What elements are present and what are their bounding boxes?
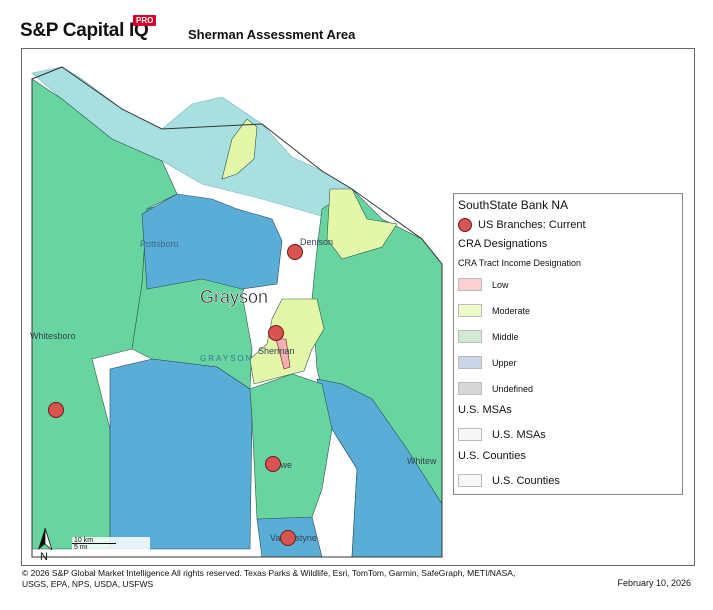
map-canvas[interactable]: Denison Sherman Howe Van Alstyne Whitesb…: [22, 49, 694, 565]
legend-item-upper: Upper: [458, 356, 517, 369]
scale-km: 10 km: [74, 537, 94, 544]
report-date: February 10, 2026: [617, 578, 691, 588]
north-arrow-icon: [38, 528, 53, 550]
tract-low-sherman: [275, 338, 291, 370]
attribution-line-2: USGS, EPA, NPS, USDA, USFWS: [22, 579, 154, 589]
legend-msa-label: U.S. MSAs: [492, 428, 546, 441]
legend-swatch: [458, 304, 482, 317]
tract-upper-south: [109, 358, 253, 550]
legend-item-label: Undefined: [492, 383, 534, 394]
legend-title: SouthState Bank NA: [458, 198, 569, 212]
legend-counties-heading: U.S. Counties: [458, 450, 526, 462]
tract-moderate-north: [221, 118, 258, 180]
legend-branches-label: US Branches: Current: [478, 219, 586, 231]
attribution: © 2026 S&P Global Market Intelligence Al…: [22, 568, 582, 590]
legend-item-moderate: Moderate: [458, 304, 530, 317]
legend-cra-sub: CRA Tract Income Designation: [458, 258, 582, 268]
legend-item-label: Moderate: [492, 305, 531, 316]
legend-counties-row: U.S. Counties: [458, 474, 560, 487]
legend-item-label: Middle: [492, 331, 519, 342]
legend-msa-heading: U.S. MSAs: [458, 404, 512, 416]
place-label-denison: Denison: [300, 237, 333, 247]
legend-swatch: [458, 474, 482, 487]
pro-badge: PRO: [133, 15, 157, 26]
county-boundary: [31, 66, 443, 558]
legend-item-middle: Middle: [458, 330, 519, 343]
branch-marker-denison[interactable]: [287, 244, 303, 260]
tract-middle-howe: [249, 373, 333, 520]
branch-marker-vanalstyne[interactable]: [280, 530, 296, 546]
legend-swatch: [458, 356, 482, 369]
scale-bar: 10 km 5 mi: [72, 537, 150, 551]
place-label-sherman: Sherman: [258, 346, 295, 356]
legend-panel: SouthState Bank NA US Branches: Current …: [453, 193, 683, 495]
tract-moderate-denison: [326, 188, 398, 260]
branch-marker-howe[interactable]: [265, 456, 281, 472]
attribution-line-1: © 2026 S&P Global Market Intelligence Al…: [22, 568, 516, 578]
branch-marker-whitesboro[interactable]: [48, 402, 64, 418]
legend-swatch: [458, 278, 482, 291]
tract-moderate-sherman: [249, 298, 325, 385]
scale-mi: 5 mi: [74, 544, 88, 551]
north-label: N: [40, 551, 48, 563]
legend-swatch: [458, 330, 482, 343]
legend-branches-row: US Branches: Current: [458, 218, 586, 232]
legend-counties-label: U.S. Counties: [492, 474, 560, 487]
legend-swatch: [458, 428, 482, 441]
legend-item-label: Low: [492, 279, 509, 290]
legend-cra-heading: CRA Designations: [458, 238, 548, 250]
legend-item-low: Low: [458, 278, 509, 291]
legend-item-undefined: Undefined: [458, 382, 533, 395]
place-label-whitesboro: Whitesboro: [30, 331, 76, 341]
branch-dot-icon: [458, 218, 472, 232]
legend-item-label: Upper: [492, 357, 517, 368]
place-label-grayson-small: GRAYSON: [200, 354, 253, 363]
place-label-whitewright: Whitew: [407, 456, 437, 466]
brand-logo: S&P Capital IQ: [20, 20, 149, 41]
legend-msa-row: U.S. MSAs: [458, 428, 546, 441]
esri-logo: esri: [650, 544, 675, 561]
county-label: Grayson: [200, 287, 268, 307]
branch-marker-sherman[interactable]: [268, 325, 284, 341]
tract-upper-north: [141, 193, 283, 290]
place-label-pottsboro: Pottsboro: [140, 239, 179, 249]
legend-swatch: [458, 382, 482, 395]
map-title: Sherman Assessment Area: [188, 27, 356, 42]
